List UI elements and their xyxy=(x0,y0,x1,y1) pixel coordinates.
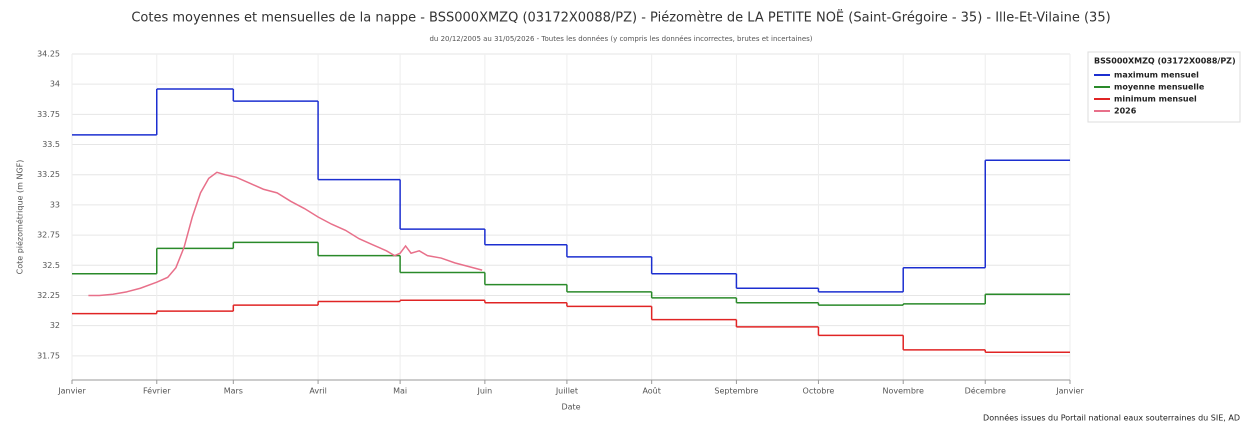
legend-label: moyenne mensuelle xyxy=(1114,83,1205,92)
chart-subtitle: du 20/12/2005 au 31/05/2026 - Toutes les… xyxy=(429,35,812,43)
y-tick-label: 32.25 xyxy=(37,291,60,300)
x-tick-label: Octobre xyxy=(803,387,835,396)
x-tick-label: Mai xyxy=(393,387,407,396)
x-tick-label: Juillet xyxy=(555,387,578,396)
y-tick-label: 31.75 xyxy=(37,351,60,360)
y-tick-label: 34.25 xyxy=(37,50,60,59)
legend-label: minimum mensuel xyxy=(1114,95,1197,104)
x-tick-label: Août xyxy=(642,387,660,396)
y-tick-label: 33 xyxy=(50,200,60,209)
chart-title: Cotes moyennes et mensuelles de la nappe… xyxy=(131,10,1110,26)
y-tick-label: 33.75 xyxy=(37,110,60,119)
y-tick-label: 32 xyxy=(50,321,60,330)
y-tick-label: 34 xyxy=(50,80,60,89)
x-tick-label: Novembre xyxy=(882,387,924,396)
x-tick-label: Janvier xyxy=(1055,387,1084,396)
y-tick-label: 33.5 xyxy=(42,140,60,149)
legend-box xyxy=(1087,51,1241,123)
footer: Données issues du Portail national eaux … xyxy=(983,413,1240,423)
x-tick-label: Juin xyxy=(477,387,493,396)
y-tick-label: 33.25 xyxy=(37,170,60,179)
y-tick-label: 32.5 xyxy=(42,261,60,270)
line xyxy=(88,171,483,297)
plot-area xyxy=(72,54,1070,380)
legend-label: 2026 xyxy=(1114,107,1137,116)
legend-title: BSS000XMZQ (03172X0088/PZ) xyxy=(1094,57,1236,66)
x-tick-label: Septembre xyxy=(714,387,758,396)
legend-label: maximum mensuel xyxy=(1114,71,1199,80)
x-axis-label: Date xyxy=(561,403,580,412)
y-tick-label: 32.75 xyxy=(37,231,60,240)
x-tick-label: Janvier xyxy=(57,387,86,396)
x-tick-label: Avril xyxy=(309,387,326,396)
x-tick-label: Décembre xyxy=(965,386,1006,396)
x-tick-label: Mars xyxy=(224,387,243,396)
y-axis-label: Cote piézométrique (m NGF) xyxy=(15,160,25,275)
x-tick-label: Février xyxy=(143,386,171,396)
